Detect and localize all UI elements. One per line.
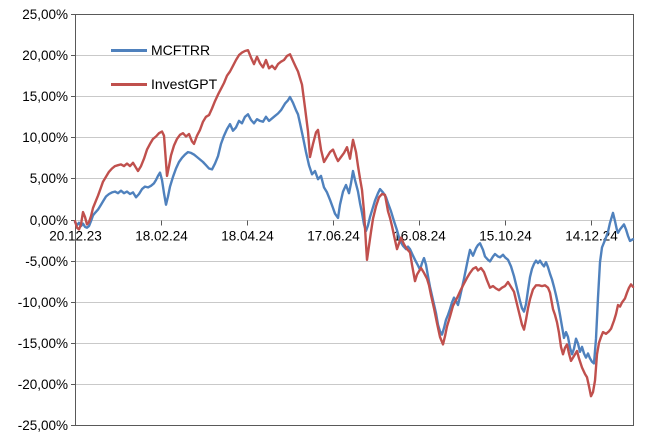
- x-tick-label: 16.08.24: [393, 229, 446, 244]
- plot-border: [75, 14, 634, 426]
- y-tick-label: 0,00%: [30, 213, 68, 228]
- y-tick-label: -10,00%: [18, 295, 68, 310]
- legend-item-mcftrr[interactable]: MCFTRR: [111, 33, 217, 67]
- y-tick-label: 15,00%: [22, 89, 68, 104]
- y-tick-label: 5,00%: [30, 171, 68, 186]
- legend-item-investgpt[interactable]: InvestGPT: [111, 67, 217, 101]
- y-tick-label: 10,00%: [22, 130, 68, 145]
- y-tick-label: -5,00%: [25, 254, 68, 269]
- y-tick-label: -25,00%: [18, 418, 68, 433]
- legend-label-mcftrr: MCFTRR: [151, 42, 211, 58]
- series-line-investgpt: [73, 49, 635, 398]
- series-line-mcftrr: [73, 95, 635, 365]
- x-tick-label: 14.12.24: [565, 229, 618, 244]
- x-tick-label: 17.06.24: [307, 229, 360, 244]
- y-tick-label: 20,00%: [22, 48, 68, 63]
- legend-label-investgpt: InvestGPT: [151, 76, 218, 92]
- x-tick-label: 18.04.24: [221, 229, 274, 244]
- x-tick-label: 15.10.24: [479, 229, 532, 244]
- legend-swatch-investgpt-line: [111, 82, 147, 86]
- y-tick-label: -20,00%: [18, 377, 68, 392]
- y-tick-label: -15,00%: [18, 336, 68, 351]
- x-tick-label: 18.02.24: [135, 229, 188, 244]
- legend-swatch-mcftrr-line: [111, 48, 147, 52]
- y-tick-label: 25,00%: [22, 7, 68, 22]
- legend: MCFTRR InvestGPT: [111, 33, 217, 101]
